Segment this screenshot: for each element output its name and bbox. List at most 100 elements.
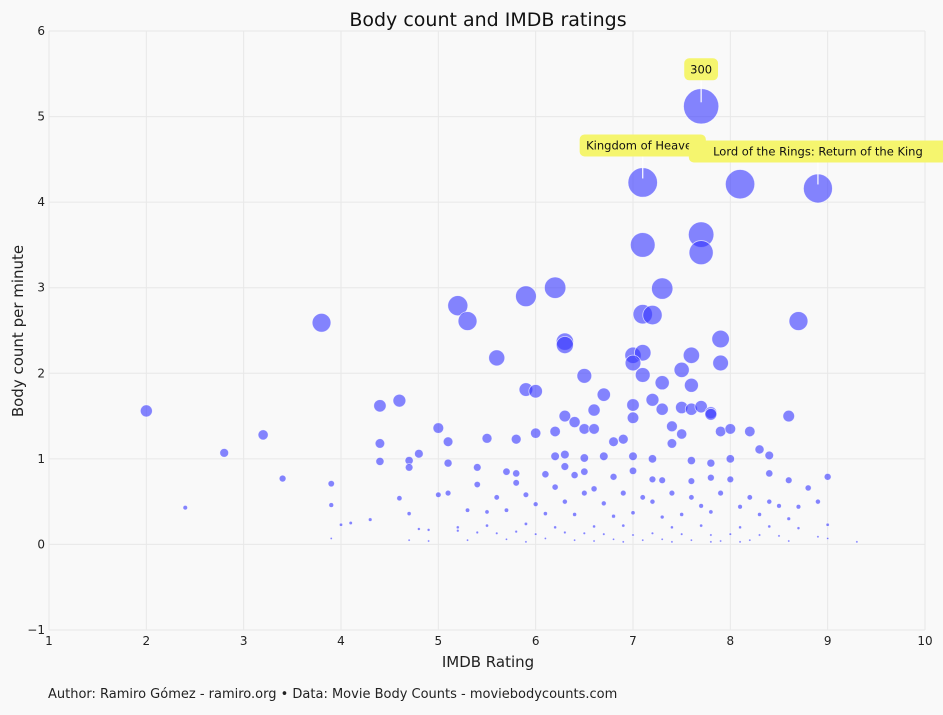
data-point (694, 400, 708, 414)
data-point (406, 511, 412, 517)
data-point (457, 311, 478, 331)
data-point (568, 416, 581, 429)
data-point (699, 523, 704, 528)
data-point (600, 500, 607, 507)
data-point (621, 523, 626, 528)
data-point (611, 537, 616, 541)
data-point (414, 448, 424, 459)
grid-lines (48, 30, 926, 631)
data-point (558, 409, 572, 423)
data-point (367, 517, 373, 522)
y-tick-label: −1 (27, 623, 45, 637)
data-point (542, 511, 548, 517)
data-point (582, 531, 587, 536)
data-point (714, 425, 727, 438)
data-point (572, 511, 578, 517)
data-point (375, 456, 385, 466)
data-point (650, 531, 655, 536)
data-point (553, 525, 558, 530)
data-point (396, 495, 403, 502)
data-point (777, 534, 781, 538)
data-point (472, 463, 482, 472)
data-point (737, 503, 743, 510)
data-point (814, 498, 821, 505)
data-point (599, 451, 609, 462)
data-point (426, 527, 431, 532)
data-point (617, 433, 629, 445)
data-point (602, 532, 606, 536)
x-tick-label: 1 (45, 634, 53, 648)
data-point (523, 521, 529, 527)
data-point (435, 491, 442, 499)
data-point (444, 489, 452, 497)
chart-caption: Author: Ramiro Gómez - ramiro.org • Data… (48, 687, 618, 702)
data-point (651, 277, 674, 300)
data-point (655, 402, 669, 416)
data-point (826, 536, 830, 541)
data-point (504, 537, 509, 541)
data-point (757, 511, 763, 517)
data-point (278, 474, 287, 483)
data-point (659, 514, 665, 520)
data-point (464, 507, 471, 513)
data-point (630, 510, 636, 516)
x-tick-label: 8 (727, 634, 735, 648)
data-point (776, 503, 782, 509)
x-tick-label: 6 (532, 634, 540, 648)
data-point (563, 530, 567, 535)
data-point (709, 540, 713, 544)
data-point (748, 538, 752, 542)
data-point (825, 522, 830, 527)
data-point (660, 537, 664, 541)
data-point (555, 336, 574, 354)
data-point (679, 532, 684, 536)
data-point (570, 471, 579, 480)
data-point (432, 422, 445, 434)
data-point (708, 509, 714, 515)
data-point (669, 525, 674, 530)
data-point (704, 408, 718, 421)
annotation-label: 300 (690, 62, 712, 76)
data-point (787, 539, 791, 543)
data-point (717, 489, 724, 497)
data-point (528, 384, 543, 399)
annotation-box (684, 58, 719, 81)
data-point (718, 539, 723, 543)
data-point (738, 540, 742, 544)
data-point (670, 540, 674, 544)
data-point (311, 312, 332, 333)
data-point (626, 411, 640, 424)
data-point (782, 409, 795, 423)
data-point (543, 276, 567, 299)
data-point (628, 466, 638, 475)
data-point (578, 423, 591, 435)
data-point (658, 476, 666, 485)
data-point (257, 429, 269, 441)
data-point (590, 485, 598, 493)
data-point (647, 454, 658, 464)
data-point (473, 480, 481, 489)
data-point (182, 504, 189, 511)
y-tick-label: 6 (37, 24, 45, 38)
data-point (510, 433, 522, 445)
data-points (139, 88, 859, 544)
data-point (592, 539, 596, 543)
data-point (765, 469, 774, 478)
data-point (726, 475, 735, 484)
data-point (455, 528, 460, 533)
y-tick-label: 2 (37, 366, 45, 380)
data-point (711, 329, 730, 349)
data-point (481, 432, 493, 444)
data-point (488, 349, 506, 367)
data-point (524, 540, 528, 544)
x-tick-labels: 1 2 3 4 5 6 7 8 9 10 (45, 634, 932, 648)
data-point (629, 232, 656, 258)
data-point (580, 467, 589, 476)
data-point (642, 305, 663, 326)
data-point (855, 540, 859, 544)
data-point (634, 344, 652, 362)
data-point (532, 501, 539, 508)
data-point (634, 367, 651, 383)
y-tick-labels: −1 0 1 2 3 4 5 6 (27, 24, 45, 637)
data-point (502, 467, 511, 476)
